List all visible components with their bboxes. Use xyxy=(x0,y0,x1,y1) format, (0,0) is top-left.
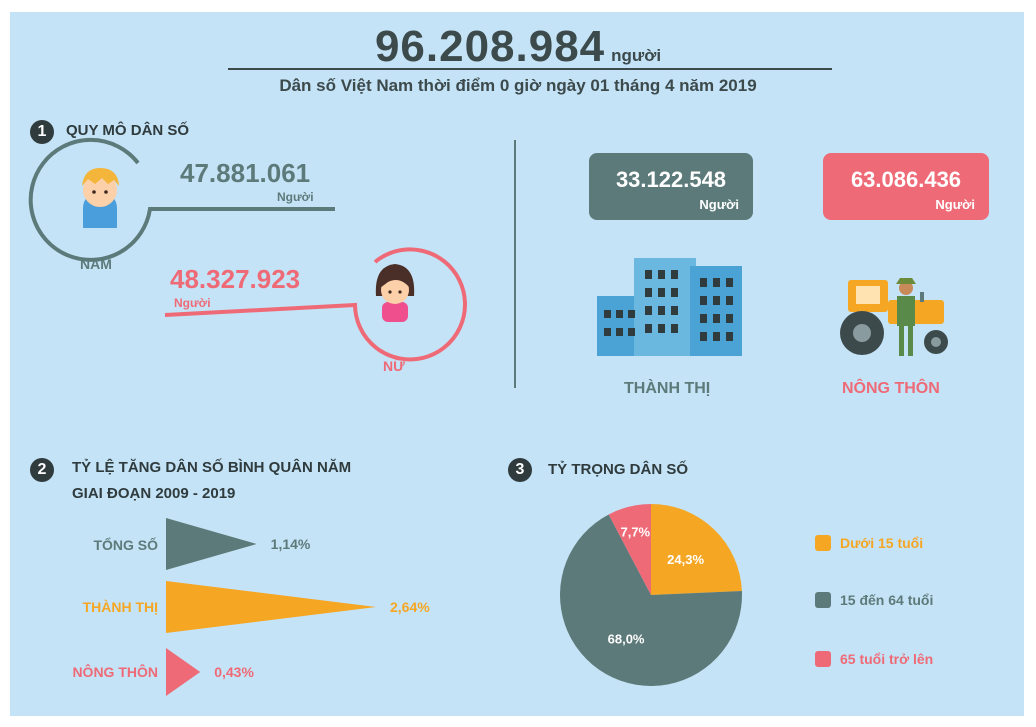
female-population-value: 48.327.923 xyxy=(170,264,301,294)
title-divider xyxy=(228,68,832,70)
legend-swatch xyxy=(815,651,831,667)
pie-slice xyxy=(608,504,651,595)
pie-value-label: 24,3% xyxy=(667,552,704,567)
rural-population-unit: Người xyxy=(935,197,975,212)
total-population: 96.208.984 người xyxy=(0,22,1036,72)
rate-value-label: 0,43% xyxy=(214,664,254,680)
legend-label: 65 tuổi trở lên xyxy=(840,651,934,667)
urban-population-box: 33.122.548 Người xyxy=(589,153,753,220)
legend-swatch xyxy=(815,592,831,608)
city-buildings-icon xyxy=(597,258,742,356)
rate-bar xyxy=(166,648,201,696)
total-population-value: 96.208.984 xyxy=(374,22,606,71)
section2-title-line2: GIAI ĐOẠN 2009 - 2019 xyxy=(72,485,236,502)
legend-label: Dưới 15 tuổi xyxy=(840,535,924,551)
total-population-unit: người xyxy=(611,46,662,65)
pie-slice xyxy=(559,514,742,687)
section3-title: TỶ TRỌNG DÂN SỐ xyxy=(548,461,689,478)
female-label: NỮ xyxy=(383,358,405,374)
male-label: NAM xyxy=(80,256,112,272)
pie-slice xyxy=(651,504,742,595)
female-population-unit: Người xyxy=(174,296,211,310)
urban-population-value: 33.122.548 xyxy=(615,167,727,192)
pie-value-label: 68,0% xyxy=(608,631,645,646)
rate-value-label: 2,64% xyxy=(390,599,430,615)
girl-avatar-icon xyxy=(375,264,415,322)
rate-value-label: 1,14% xyxy=(271,536,311,552)
page-subtitle: Dân số Việt Nam thời điểm 0 giờ ngày 01 … xyxy=(279,76,757,95)
rate-bar xyxy=(166,581,376,633)
rate-category-label: THÀNH THỊ xyxy=(82,599,158,615)
section1-badge: 1 xyxy=(30,120,54,144)
section3-badge: 3 xyxy=(508,458,532,482)
rate-category-label: TỔNG SỐ xyxy=(93,537,158,553)
rural-population-value: 63.086.436 xyxy=(850,167,962,192)
rural-label: NÔNG THÔN xyxy=(842,380,940,397)
male-population-value: 47.881.061 xyxy=(180,158,311,188)
pie-value-label: 7,7% xyxy=(620,524,650,539)
male-ring xyxy=(28,137,335,262)
boy-avatar-icon xyxy=(82,168,119,228)
female-ring xyxy=(164,247,467,362)
rural-population-box: 63.086.436 Người xyxy=(823,153,989,220)
rate-category-label: NÔNG THÔN xyxy=(72,664,158,680)
tractor-farmer-icon xyxy=(840,278,948,356)
section2-badge: 2 xyxy=(30,458,54,482)
urban-population-unit: Người xyxy=(699,197,739,212)
male-population-unit: Người xyxy=(277,190,314,204)
section2-title-line1: TỶ LỆ TĂNG DÂN SỐ BÌNH QUÂN NĂM xyxy=(72,459,352,476)
rate-bar xyxy=(166,518,257,570)
legend-label: 15 đến 64 tuổi xyxy=(840,592,934,608)
section1-title: QUY MÔ DÂN SỐ xyxy=(66,122,190,139)
urban-label: THÀNH THỊ xyxy=(624,380,711,397)
legend-swatch xyxy=(815,535,831,551)
